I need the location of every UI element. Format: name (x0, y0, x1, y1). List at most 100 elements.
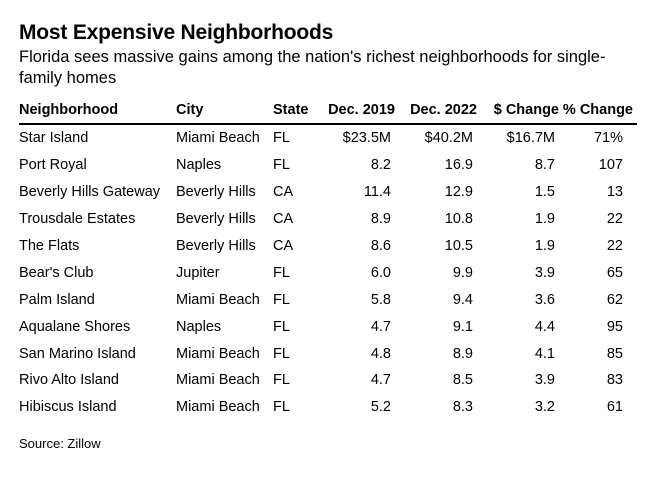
chart-title: Most Expensive Neighborhoods (19, 21, 334, 44)
cell-dollar-change: 1.5 (534, 184, 555, 201)
cell-dec-2019: 4.7 (370, 318, 391, 335)
header-percent-change: % Change (559, 96, 637, 125)
cell-state: FL (273, 399, 290, 416)
header-city: City (176, 96, 273, 125)
table-row: Hibiscus Island Miami Beach FL 5.2 8.3 3.2 61 (19, 394, 637, 421)
cell-dec-2022: 9.4 (452, 291, 473, 308)
table-header-row: Neighborhood City State Dec. 2019 Dec. 2… (19, 96, 637, 125)
cell-neighborhood: Rivo Alto Island (19, 372, 119, 389)
cell-city: Naples (176, 157, 222, 174)
cell-dec-2022: 12.9 (444, 184, 473, 201)
cell-neighborhood: The Flats (19, 238, 80, 254)
cell-city: Jupiter (176, 264, 220, 281)
cell-neighborhood: Bear's Club (19, 264, 94, 281)
cell-percent-change: 22 (606, 211, 623, 228)
cell-state: FL (273, 318, 290, 335)
cell-percent-change: 107 (598, 157, 623, 174)
cell-dec-2019: 5.8 (370, 291, 391, 308)
header-neighborhood: Neighborhood (19, 96, 176, 125)
table-row: Rivo Alto Island Miami Beach FL 4.7 8.5 3.9 83 (19, 367, 637, 394)
cell-dec-2019: 11.4 (363, 184, 391, 201)
cell-dec-2019: 8.2 (370, 157, 391, 174)
cell-city: Naples (176, 318, 222, 335)
cell-state: FL (273, 130, 290, 147)
chart-subtitle: Florida sees massive gains among the nat… (19, 48, 606, 87)
table-row: Palm Island Miami Beach FL 5.8 9.4 3.6 62 (19, 286, 637, 313)
cell-neighborhood: Palm Island (19, 291, 95, 308)
cell-dollar-change: 3.9 (534, 264, 555, 281)
table-row: Aqualane Shores Naples FL 4.7 9.1 4.4 95 (19, 313, 637, 340)
cell-dollar-change: 3.2 (534, 399, 555, 416)
table-row: San Marino Island Miami Beach FL 4.8 8.9 4.1 8… (19, 340, 637, 367)
cell-state: CA (273, 238, 294, 254)
cell-neighborhood: San Marino Island (19, 345, 136, 362)
cell-city: Miami Beach (176, 130, 260, 147)
cell-dollar-change: 4.1 (534, 345, 555, 362)
cell-dollar-change: 1.9 (534, 211, 555, 228)
cell-dec-2019: 4.7 (370, 372, 391, 389)
header-state: State (273, 96, 319, 125)
cell-dec-2022: 8.5 (452, 372, 473, 389)
table-row: The Flats Beverly Hills CA 8.6 10.5 1.9 22 (19, 233, 637, 260)
cell-city: Beverly Hills (176, 238, 256, 254)
cell-state: FL (273, 264, 290, 281)
cell-neighborhood: Beverly Hills Gateway (19, 184, 161, 201)
cell-city: Beverly Hills (176, 184, 256, 201)
cell-dec-2022: 8.3 (452, 399, 473, 416)
cell-city: Beverly Hills (176, 211, 256, 228)
cell-dec-2022: 10.8 (444, 211, 473, 228)
cell-city: Miami Beach (176, 399, 260, 416)
table-row: Star Island Miami Beach FL $23.5M $40.2M $16.… (19, 124, 637, 152)
cell-state: CA (273, 184, 294, 201)
cell-dec-2019: 8.9 (370, 211, 391, 228)
cell-city: Miami Beach (176, 291, 260, 308)
cell-state: FL (273, 372, 290, 389)
cell-neighborhood: Star Island (19, 130, 89, 147)
table-row: Port Royal Naples FL 8.2 16.9 8.7 107 (19, 152, 637, 179)
cell-dec-2019: 8.6 (370, 238, 391, 254)
cell-dec-2022: 16.9 (444, 157, 473, 174)
table-row: Bear's Club Jupiter FL 6.0 9.9 3.9 65 (19, 259, 637, 286)
cell-neighborhood: Aqualane Shores (19, 318, 131, 335)
source-note: Source: Zillow (19, 436, 101, 451)
table-body: Star Island Miami Beach FL $23.5M $40.2M $16.… (19, 124, 637, 421)
cell-neighborhood: Hibiscus Island (19, 399, 117, 416)
cell-state: CA (273, 211, 294, 228)
cell-state: FL (273, 291, 290, 308)
cell-neighborhood: Port Royal (19, 157, 87, 174)
cell-neighborhood: Trousdale Estates (19, 211, 136, 228)
table-row: Trousdale Estates Beverly Hills CA 8.9 10.8 1… (19, 206, 637, 233)
header-dollar-change: $ Change (477, 96, 559, 125)
cell-dollar-change: 1.9 (534, 238, 555, 254)
cell-dec-2022: 8.9 (452, 345, 473, 362)
cell-percent-change: 83 (606, 372, 623, 389)
cell-percent-change: 65 (606, 264, 623, 281)
header-dec-2022: Dec. 2022 (395, 96, 477, 125)
cell-dec-2022: $40.2M (424, 130, 473, 147)
cell-percent-change: 85 (606, 345, 623, 362)
cell-dollar-change: 3.9 (534, 372, 555, 389)
cell-percent-change: 61 (606, 399, 623, 416)
cell-dec-2019: 6.0 (370, 264, 391, 281)
cell-percent-change: 71% (593, 130, 623, 147)
cell-dollar-change: 8.7 (534, 157, 555, 174)
cell-dec-2022: 9.9 (452, 264, 473, 281)
cell-dollar-change: 3.6 (534, 291, 555, 308)
cell-dec-2019: 4.8 (370, 345, 391, 362)
table-row: Beverly Hills Gateway Beverly Hills CA 11.4… (19, 179, 637, 206)
cell-state: FL (273, 345, 290, 362)
cell-state: FL (273, 157, 290, 174)
cell-city: Miami Beach (176, 345, 260, 362)
cell-city: Miami Beach (176, 372, 260, 389)
cell-percent-change: 13 (606, 184, 623, 201)
cell-dollar-change: $16.7M (506, 130, 555, 147)
cell-dec-2022: 9.1 (452, 318, 473, 335)
header-dec-2019: Dec. 2019 (319, 96, 395, 125)
cell-dec-2022: 10.5 (444, 238, 473, 254)
cell-percent-change: 62 (606, 291, 623, 308)
cell-dec-2019: $23.5M (342, 130, 391, 147)
data-table-container[interactable]: Neighborhood City State Dec. 2019 Dec. 2… (19, 96, 637, 427)
cell-dollar-change: 4.4 (534, 318, 555, 335)
cell-percent-change: 22 (606, 238, 623, 254)
cell-percent-change: 95 (606, 318, 623, 335)
